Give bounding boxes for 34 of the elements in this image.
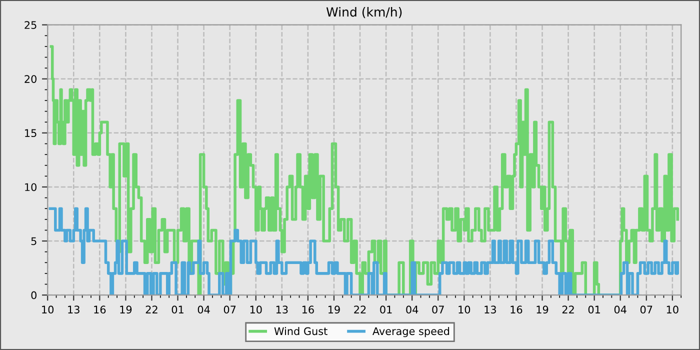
x-tick-label: 10 [42, 306, 54, 314]
chart-title: Wind (km/h) [326, 7, 402, 18]
x-tick-label: 04 [198, 306, 210, 314]
legend-label: Average speed [372, 327, 450, 338]
x-tick-label: 19 [328, 306, 340, 314]
x-tick-label: 01 [380, 306, 392, 314]
x-tick-label: 10 [458, 306, 470, 314]
x-tick-label: 10 [666, 306, 678, 314]
x-tick-label: 19 [120, 306, 132, 314]
x-tick-label: 07 [432, 306, 444, 314]
x-tick-label: 22 [562, 306, 574, 314]
x-tick-label: 16 [302, 306, 314, 314]
x-tick-label: 01 [588, 306, 600, 314]
legend-label: Wind Gust [274, 327, 328, 336]
x-tick-label: 13 [484, 306, 496, 314]
x-tick-label: 04 [614, 306, 626, 314]
x-tick-label: 22 [146, 306, 158, 314]
y-tick-label: 25 [24, 21, 36, 29]
x-tick-label: 16 [94, 306, 106, 314]
x-tick-label: 22 [354, 306, 366, 314]
y-tick-label: 0 [31, 291, 36, 300]
x-tick-label: 01 [172, 306, 184, 314]
y-tick-label: 15 [25, 129, 36, 138]
x-tick-label: 13 [68, 306, 80, 314]
y-tick-label: 20 [24, 75, 36, 83]
x-tick-label: 13 [276, 306, 288, 314]
x-tick-label: 07 [640, 306, 652, 314]
x-tick-label: 04 [406, 306, 418, 314]
y-tick-label: 5 [31, 237, 36, 246]
x-tick-label: 19 [536, 306, 548, 314]
x-tick-label: 07 [224, 306, 236, 314]
x-tick-label: 16 [510, 306, 522, 314]
y-tick-label: 10 [25, 183, 36, 192]
x-tick-label: 10 [250, 306, 262, 314]
